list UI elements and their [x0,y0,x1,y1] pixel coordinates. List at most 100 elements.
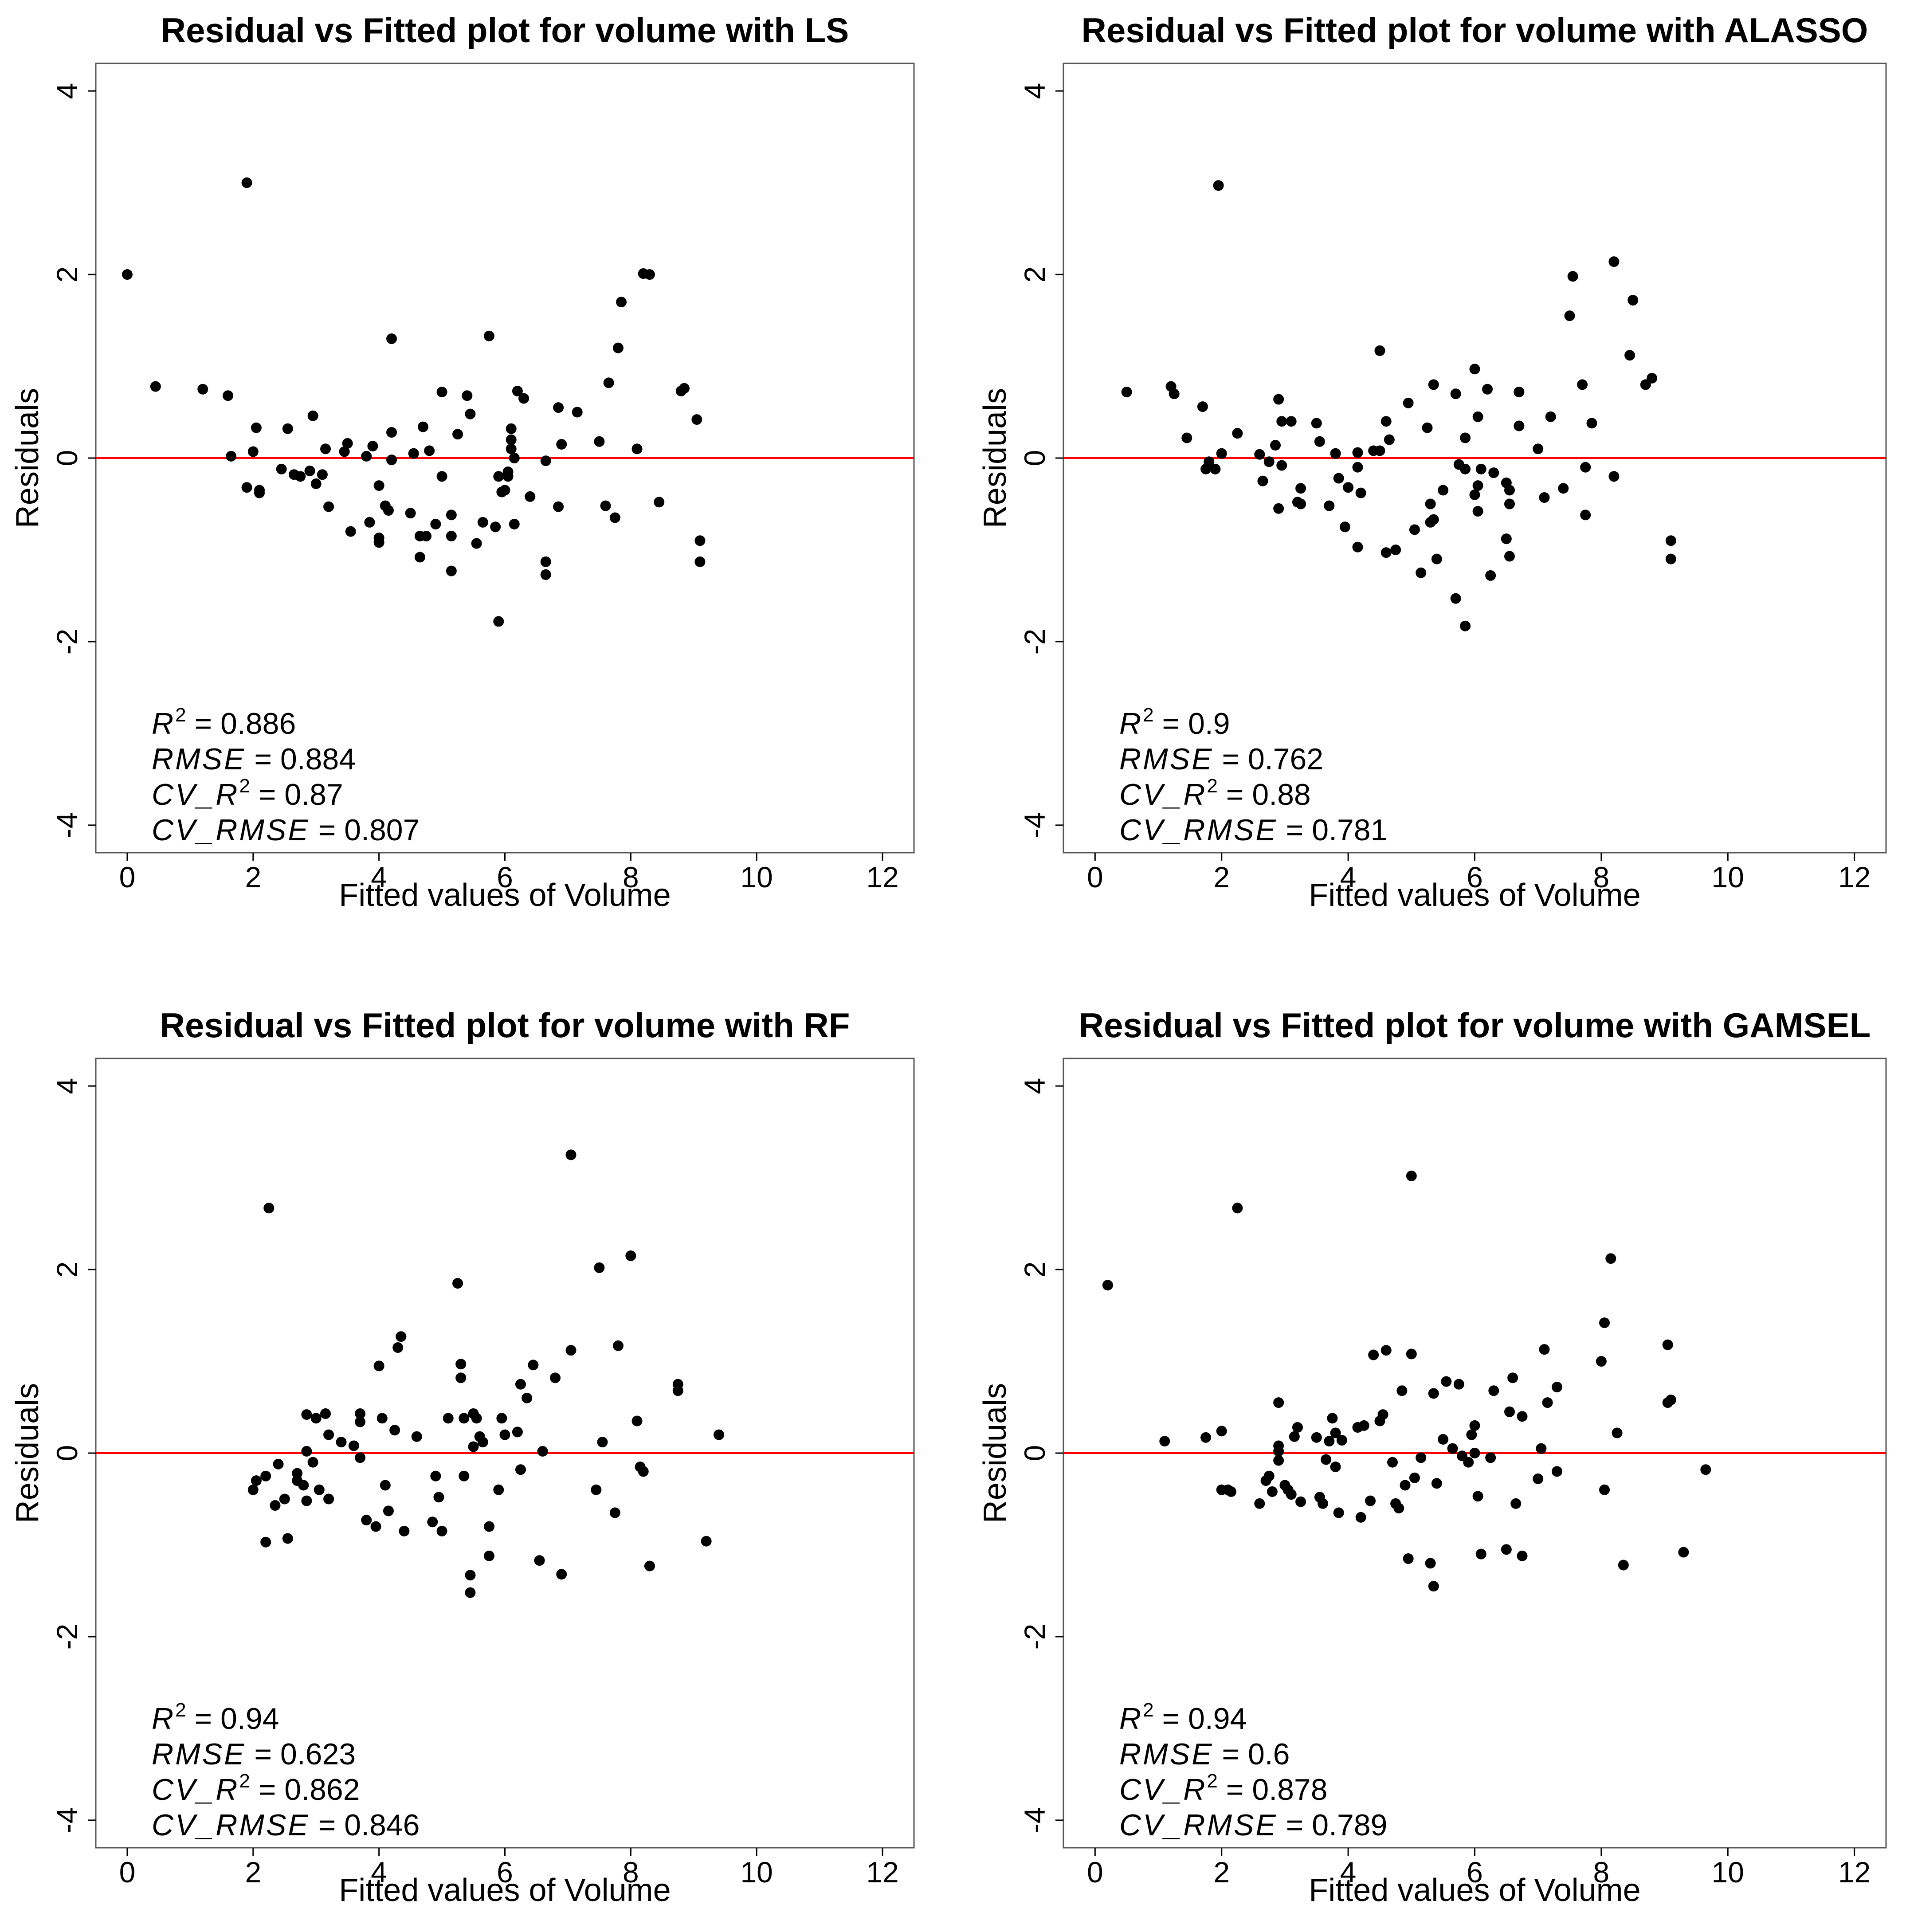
chart-2-data-point [1514,420,1525,431]
chart-2-y-tick-label: 2 [1018,266,1051,283]
chart-2-data-point [1577,379,1588,390]
chart-3-data-point [348,1440,359,1451]
chart-3-data-point [301,1446,312,1457]
chart-2-data-point [1121,386,1132,397]
chart-2-data-point [1210,463,1221,474]
chart-1-data-point [408,448,419,459]
chart-1-data-point [383,505,394,516]
chart-1-data-point [373,537,384,548]
chart-4-data-point [1393,1503,1404,1514]
chart-4-data-point [1355,1512,1366,1523]
chart-4-data-point [1330,1462,1341,1473]
chart-3-data-point [638,1466,649,1477]
chart-4-data-point [1311,1432,1322,1443]
chart-1-data-point [421,530,432,541]
chart-2-data-point [1276,416,1287,427]
chart-1-data-point [612,342,624,353]
chart-4-x-tick-label: 4 [1340,1856,1357,1889]
chart-3-data-point [376,1413,388,1424]
chart-2-data-point [1254,449,1265,460]
chart-4-data-point [1596,1356,1607,1367]
chart-1-y-tick-label: 0 [51,450,83,466]
chart-2-data-point [1352,541,1363,553]
chart-4-data-point [1321,1454,1332,1465]
chart-4-title: Residual vs Fitted plot for volume with … [1079,1006,1871,1045]
chart-3-data-point [433,1492,444,1503]
chart-2-data-point [1343,482,1354,493]
chart-2-data-point [1169,388,1180,400]
chart-1-data-point [446,565,457,576]
chart-1-data-point [386,455,397,466]
chart-4-data-point [1438,1434,1449,1445]
chart-3-data-point [534,1555,545,1566]
chart-1-data-point [386,333,397,344]
chart-2-data-point [1352,462,1363,473]
chart-4-data-point [1425,1558,1436,1569]
chart-4-data-point [1517,1550,1528,1561]
chart-2-data-point [1475,463,1486,474]
chart-1-x-tick-label: 10 [740,861,773,894]
chart-3-data-point [427,1517,438,1528]
chart-4-data-point [1159,1436,1170,1447]
chart-2-data-point [1485,570,1496,581]
chart-1-x-tick-label: 0 [119,861,136,894]
chart-2-data-point [1472,506,1483,517]
chart-1-data-point [310,478,322,489]
chart-1-data-point [342,438,353,449]
chart-2-y-tick-label: 0 [1018,450,1051,466]
chart-1-data-point [150,381,161,392]
chart-2-data-point [1647,372,1658,384]
chart-1-data-point [465,408,476,419]
chart-3-data-point [625,1250,636,1261]
chart-3-x-tick-label: 2 [245,1856,261,1889]
chart-4-data-point [1542,1397,1553,1408]
chart-1-data-point [418,421,428,432]
chart-2-data-point [1380,416,1392,427]
chart-2-data-point [1311,418,1322,429]
chart-1-data-point [512,385,523,396]
chart-2-data-point [1580,509,1591,521]
chart-4-data-point [1475,1548,1486,1560]
chart-4-x-tick-label: 12 [1838,1856,1871,1889]
chart-1-data-point [241,177,252,188]
chart-1-data-point [430,519,441,530]
chart-3-x-tick-label: 12 [866,1856,898,1889]
chart-4-stat-rmse: RMSE = 0.6 [1119,1737,1290,1771]
chart-2-data-point [1333,473,1344,484]
chart-2-data-point [1514,386,1525,397]
chart-3-data-point [465,1587,476,1598]
chart-1-data-point [405,508,416,519]
chart-1-data-point [509,519,520,530]
chart-3-data-point [361,1515,372,1526]
chart-2-data-point [1390,544,1401,555]
chart-1-data-point [462,390,473,401]
chart-4-data-point [1273,1455,1284,1466]
chart-1-data-point [386,427,397,438]
chart-4-data-point [1333,1507,1344,1518]
chart-1-data-point [506,434,517,445]
chart-4-data-point [1612,1427,1623,1438]
chart-4-y-tick-label: 2 [1018,1262,1051,1278]
chart-3-data-point [612,1340,624,1351]
chart-1-data-point [572,407,583,418]
chart-3-data-point [597,1437,608,1448]
chart-1-stat-r2: R2 = 0.886 [152,704,296,741]
chart-1-data-point [493,616,504,627]
chart-2-data-point [1628,295,1639,306]
chart-1-x-tick-label: 6 [497,861,513,894]
chart-1-title: Residual vs Fitted plot for volume with … [161,11,849,50]
chart-1-data-point [694,556,706,567]
chart-4-data-point [1665,1394,1676,1405]
chart-2-data-point [1438,485,1449,496]
chart-2-data-point [1460,620,1471,631]
chart-3-data-point [459,1413,470,1424]
chart-4-data-point [1510,1498,1522,1509]
chart-1-data-point [631,443,643,455]
chart-4-data-point [1416,1452,1427,1463]
chart-3-data-point [455,1359,467,1370]
chart-2-data-point [1339,521,1350,533]
chart-3-data-point [591,1484,602,1495]
chart-3-x-tick-label: 6 [497,1856,513,1889]
chart-1-data-point [540,569,551,580]
chart-4-data-point [1377,1409,1388,1420]
